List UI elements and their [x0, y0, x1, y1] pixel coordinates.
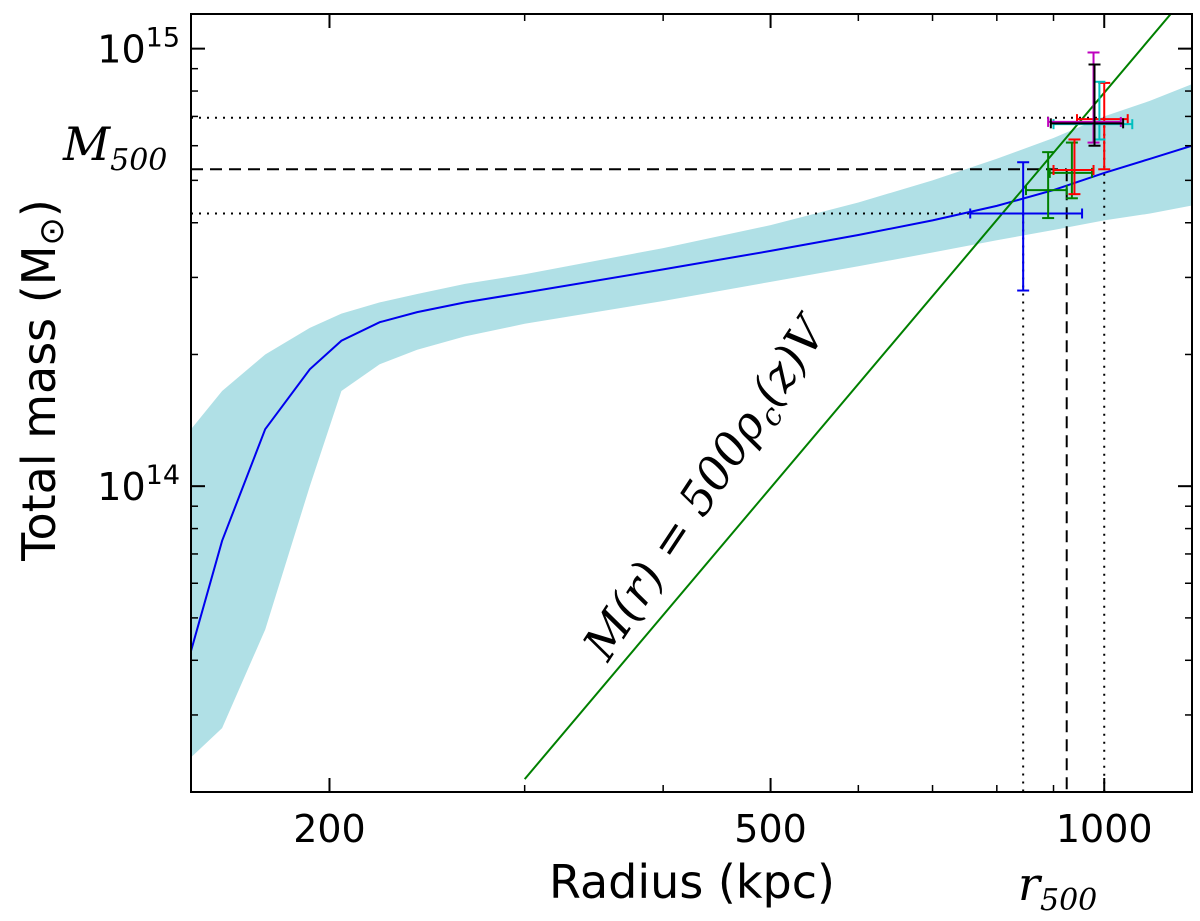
uncertainty-band-layer — [191, 84, 1192, 758]
error-point-0 — [969, 161, 1084, 292]
axis-ticks-layer: 200 500 1000 1014 1015 — [97, 14, 1192, 851]
uncertainty-band — [191, 84, 1192, 758]
overdensity-line — [523, 14, 1173, 780]
x-axis-label: Radius (kpc) — [549, 855, 835, 909]
y-axis-label: Total mass (M⊙) — [12, 199, 72, 562]
series-lines-layer — [191, 14, 1192, 780]
mass-profile-line — [191, 144, 1192, 652]
m500-label: M500 — [62, 117, 167, 178]
x-tick-label: 500 — [734, 807, 807, 851]
x-tick-label: 1000 — [1056, 807, 1153, 851]
error-bars-layer — [969, 51, 1134, 292]
line-equation-label: M(r) = 500ρc(z)V — [572, 304, 846, 674]
error-point-1 — [1025, 151, 1068, 220]
r500-label: r500 — [1018, 857, 1097, 918]
x-tick-label: 200 — [293, 807, 366, 851]
y-tick-label: 1015 — [97, 23, 180, 72]
y-tick-label: 1014 — [97, 460, 180, 509]
plot-frame — [190, 13, 1193, 793]
error-point-7 — [1049, 63, 1125, 147]
error-point-3 — [1052, 138, 1095, 196]
reference-lines-layer — [191, 116, 1106, 792]
